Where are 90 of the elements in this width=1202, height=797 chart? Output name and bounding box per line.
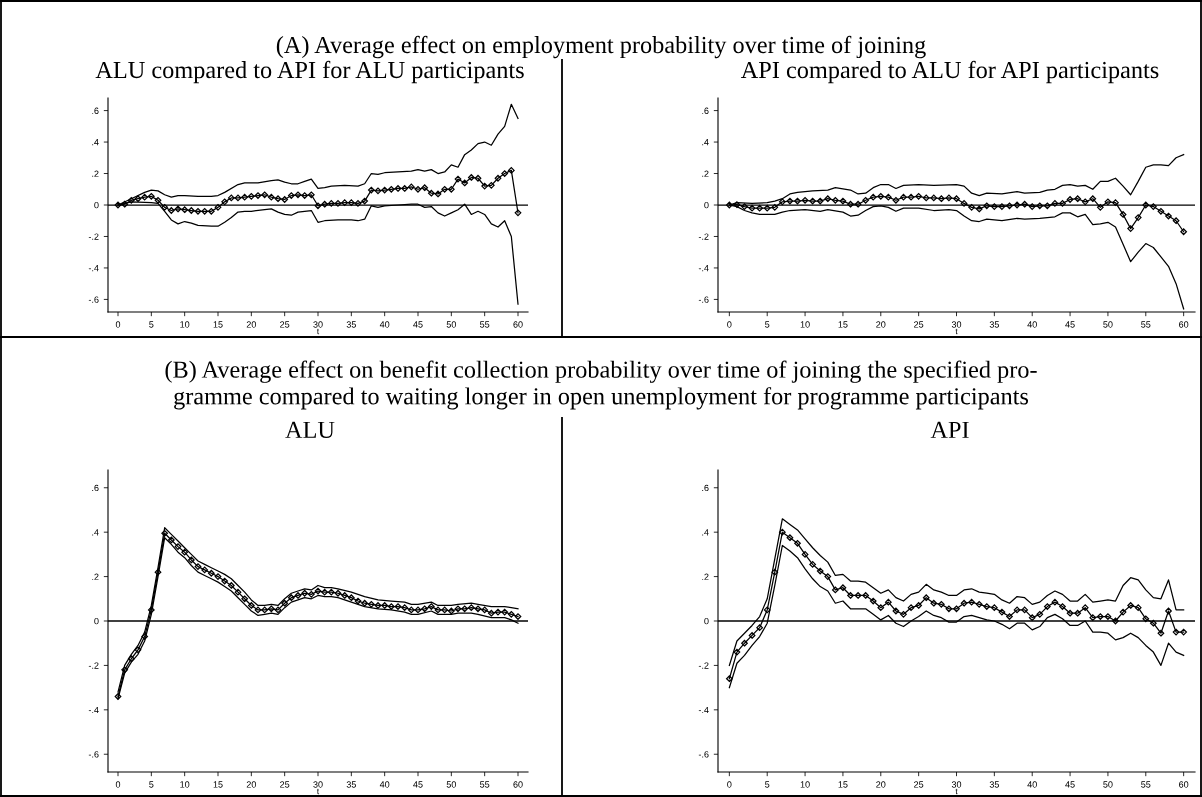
y-tick-label: -.6 (698, 296, 709, 303)
y-tick-label: .2 (92, 170, 99, 177)
x-tick-label: 40 (1027, 321, 1037, 328)
x-tick-label: 60 (1179, 781, 1189, 788)
x-tick-label: 5 (149, 781, 154, 788)
y-tick-label: .2 (702, 573, 709, 580)
x-axis-title: t (316, 328, 320, 335)
x-tick-label: 35 (989, 321, 999, 328)
x-tick-label: 40 (379, 781, 390, 788)
y-tick-label: 0 (704, 201, 709, 209)
x-axis-title: t (955, 788, 958, 795)
x-tick-label: 40 (379, 321, 390, 328)
y-tick-label: .2 (702, 170, 709, 177)
x-tick-label: 15 (213, 321, 223, 328)
y-tick-label: 0 (704, 617, 709, 625)
x-tick-label: 10 (800, 321, 810, 328)
x-tick-label: 55 (1141, 781, 1151, 788)
y-tick-label: -.2 (698, 233, 709, 240)
y-tick-label: -.6 (698, 751, 709, 758)
y-tick-label: .6 (702, 107, 709, 114)
x-tick-label: 55 (1141, 321, 1151, 328)
text: (B) Average effect on benefit collection probability over time of joining the specified pro- gramme compared to waiting longer in open unemployment for programme participants (165, 360, 1037, 410)
x-tick-label: 45 (1065, 781, 1075, 788)
y-tick-label: -.4 (88, 706, 99, 714)
y-tick-label: .6 (702, 484, 709, 492)
x-tick-label: 0 (727, 321, 732, 328)
x-tick-label: 50 (1103, 781, 1113, 788)
x-tick-label: 0 (115, 321, 121, 328)
x-tick-label: 55 (480, 321, 490, 328)
y-tick-label: .4 (92, 139, 99, 146)
x-tick-label: 20 (876, 321, 886, 328)
x-tick-label: 35 (346, 321, 356, 328)
y-tick-label: .4 (92, 529, 99, 536)
y-tick-label: -.4 (698, 265, 709, 272)
x-tick-label: 30 (951, 321, 962, 328)
x-axis-title: t (955, 328, 958, 335)
y-tick-label: -.4 (698, 706, 709, 714)
x-tick-label: 55 (480, 781, 490, 788)
x-tick-label: 60 (1179, 321, 1189, 328)
x-tick-label: 10 (800, 781, 810, 788)
y-tick-label: 0 (94, 201, 99, 209)
x-tick-label: 5 (149, 321, 154, 328)
x-tick-label: 60 (513, 321, 523, 328)
x-tick-label: 30 (951, 781, 962, 788)
x-tick-label: 35 (989, 781, 999, 788)
x-tick-label: 25 (914, 781, 924, 788)
y-tick-label: -.2 (88, 662, 99, 669)
x-tick-label: 10 (180, 321, 190, 328)
x-tick-label: 45 (413, 321, 423, 328)
y-tick-label: 0 (94, 617, 99, 625)
x-tick-label: 50 (446, 321, 456, 328)
x-tick-label: 50 (446, 781, 456, 788)
x-tick-label: 50 (1103, 321, 1113, 328)
y-tick-label: .4 (702, 139, 709, 146)
text: (A) Average effect on employment probability over time of joining (276, 35, 926, 59)
x-tick-label: 25 (280, 781, 290, 788)
chart-title: API compared to ALU for API participants (740, 60, 1159, 84)
y-tick-label: -.6 (88, 751, 99, 758)
y-tick-label: .6 (92, 484, 99, 492)
x-tick-label: 5 (765, 321, 770, 328)
x-tick-label: 15 (213, 781, 223, 788)
y-tick-label: .6 (92, 107, 99, 114)
y-tick-label: -.2 (698, 662, 709, 669)
x-tick-label: 30 (313, 321, 323, 328)
y-tick-label: .4 (702, 529, 709, 536)
y-tick-label: .2 (92, 573, 99, 580)
x-tick-label: 25 (280, 321, 290, 328)
chart-title: ALU (285, 421, 335, 439)
x-tick-label: 20 (246, 781, 256, 788)
y-tick-label: -.6 (88, 296, 99, 303)
x-tick-label: 20 (246, 321, 256, 328)
x-tick-label: 35 (346, 781, 356, 788)
x-axis-title: t (316, 788, 320, 795)
y-tick-label: -.2 (88, 233, 99, 240)
x-tick-label: 25 (914, 321, 924, 328)
x-tick-label: 15 (838, 321, 848, 328)
y-tick-label: -.4 (88, 265, 99, 272)
x-tick-label: 60 (513, 781, 523, 788)
x-tick-label: 0 (727, 781, 732, 788)
chart-title: API (930, 421, 969, 438)
x-tick-label: 10 (180, 781, 190, 788)
x-tick-label: 20 (876, 781, 886, 788)
x-tick-label: 15 (838, 781, 848, 788)
x-tick-label: 45 (1065, 321, 1075, 328)
chart-title: ALU compared to API for ALU participants (95, 60, 524, 84)
x-tick-label: 5 (765, 781, 770, 788)
x-tick-label: 0 (115, 781, 121, 788)
x-tick-label: 30 (313, 781, 323, 788)
x-tick-label: 40 (1027, 781, 1037, 788)
x-tick-label: 45 (413, 781, 423, 788)
